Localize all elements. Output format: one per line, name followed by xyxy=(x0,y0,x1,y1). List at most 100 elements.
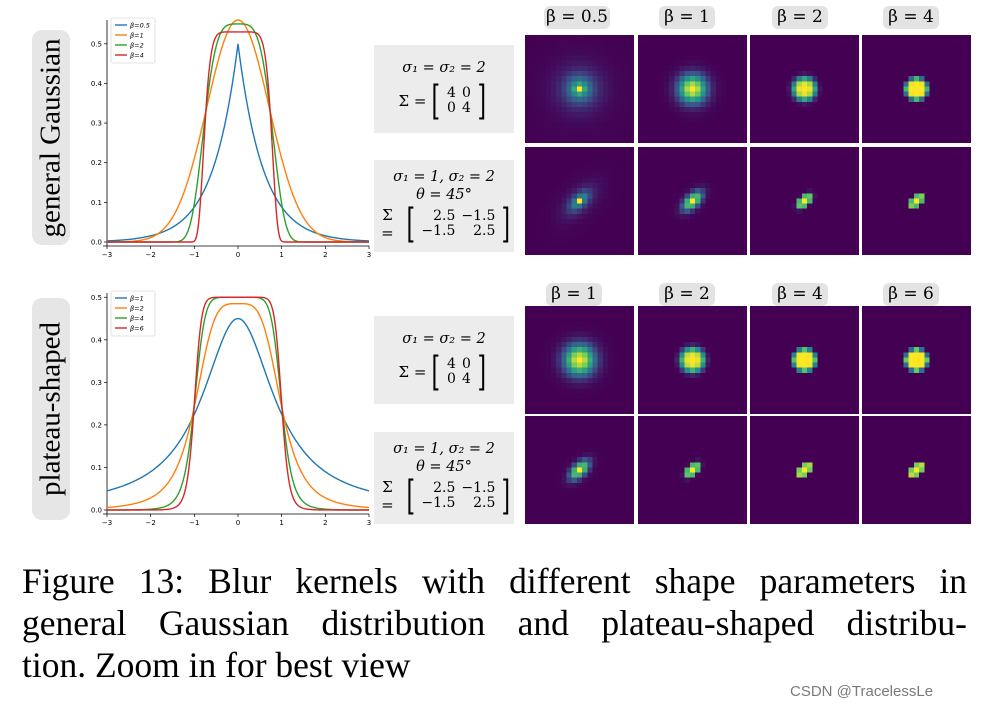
matrix-cell: 0 xyxy=(447,100,456,116)
y-tick-label: 0.1 xyxy=(91,199,102,207)
legend-label: β=2 xyxy=(130,305,144,313)
beta-tab: β = 1 xyxy=(546,283,602,306)
kernel-image xyxy=(862,147,971,255)
legend-label: β=0.5 xyxy=(130,22,150,30)
matrix-cell: 0 xyxy=(447,371,456,387)
x-tick-label: 3 xyxy=(367,519,371,527)
y-tick-label: 0.1 xyxy=(91,464,102,472)
y-tick-label: 0.5 xyxy=(91,294,102,302)
row-label-text: general Gaussian xyxy=(34,38,67,237)
matrix-cell: −1.5 xyxy=(421,223,456,239)
kernel-image xyxy=(525,147,634,255)
row-label-text: plateau-shaped xyxy=(34,322,67,496)
matrix-table: 2.5 −1.5 −1.5 2.5 xyxy=(418,481,498,511)
sigma-text: σ₁ = σ₂ = 2 xyxy=(402,331,486,347)
kernel-image xyxy=(638,416,747,524)
figure-caption: Figure 13: Blur kernels with different s… xyxy=(22,560,967,686)
series-line xyxy=(106,43,370,242)
x-tick-label: −3 xyxy=(102,519,112,527)
caption-line: general Gaussian distribution and platea… xyxy=(22,603,967,643)
series-line xyxy=(106,19,370,243)
beta-tab: β = 2 xyxy=(772,6,828,29)
kernel-image xyxy=(750,35,859,143)
legend-label: β=4 xyxy=(130,52,144,60)
row-label-general-gaussian: general Gaussian xyxy=(32,30,70,245)
chart-general-gaussian: −3 −2 −1 0 1 2 30.00.10.20.30.40.5β=0.5β=1β=2β… xyxy=(91,17,371,259)
watermark: CSDN @TracelessLe xyxy=(790,683,934,700)
beta-tab: β = 4 xyxy=(883,6,939,29)
y-tick-label: 0.0 xyxy=(91,239,102,247)
series-line xyxy=(107,296,369,511)
kernel-image xyxy=(750,306,859,414)
matrix-cell: 2.5 xyxy=(433,208,456,224)
kernel-image xyxy=(525,306,634,414)
legend: β=0.5 β=1 β=2 β=4 xyxy=(110,17,156,64)
theta-text: θ = 45° xyxy=(416,459,472,475)
kernel-image xyxy=(750,147,859,255)
aniso-params-plateau: σ₁ = 1, σ₂ = 2 θ = 45° Σ = [ 2.5 −1.5 −1.… xyxy=(374,432,514,524)
x-tick-label: 1 xyxy=(279,519,283,527)
legend: β=1 β=2 β=4 β=6 xyxy=(110,290,156,337)
kernel-image xyxy=(862,306,971,414)
legend-label: β=2 xyxy=(130,42,144,50)
sigma-label: Σ = xyxy=(398,92,427,110)
matrix-cell: 2.5 xyxy=(473,495,496,511)
caption-line: Figure 13: Blur kernels with different s… xyxy=(22,561,967,601)
covariance-matrix: Σ = [ 2.5 −1.5 −1.5 2.5 ] xyxy=(374,476,514,516)
beta-tab: β = 4 xyxy=(772,283,828,306)
kernel-image xyxy=(638,147,747,255)
y-tick-label: 0.2 xyxy=(91,421,102,429)
legend-label: β=4 xyxy=(130,315,144,323)
x-tick-label: 0 xyxy=(236,251,240,259)
kernel-image xyxy=(862,416,971,524)
legend-box xyxy=(110,290,156,337)
chart-plateau-shaped: −3 −2 −1 0 1 2 3 0.0 0.1 0.2 0.3 0.4 0.5 β=1 β=2 β=4 β=6 xyxy=(91,290,371,527)
sigma-text: σ₁ = σ₂ = 2 xyxy=(402,60,486,76)
y-tick-label: 0.4 xyxy=(91,80,103,88)
series-line xyxy=(106,317,370,492)
legend-label: β=1 xyxy=(130,295,144,303)
bracket-right: ] xyxy=(477,78,486,124)
y-tick-label: 0.3 xyxy=(91,379,102,387)
beta-tab: β = 1 xyxy=(659,6,715,29)
x-tick-label: 0 xyxy=(236,519,240,527)
beta-tab: β = 0.5 xyxy=(544,6,610,29)
bracket-left: [ xyxy=(406,473,415,519)
x-tick-label: 2 xyxy=(323,251,327,259)
kernel-image xyxy=(638,306,747,414)
y-tick-label: 0.5 xyxy=(91,40,102,48)
y-tick-label: 0.3 xyxy=(91,120,102,128)
aniso-params-general: σ₁ = 1, σ₂ = 2 θ = 45° Σ = [ 2.5 −1.5 −1.… xyxy=(374,160,514,252)
bracket-left: [ xyxy=(431,78,441,124)
legend-box xyxy=(110,17,156,64)
x-tick-label: 3 xyxy=(367,251,371,259)
matrix-cell: 4 xyxy=(447,85,456,101)
matrix-cell: −1.5 xyxy=(461,208,496,224)
bracket-left: [ xyxy=(406,201,415,247)
kernel-image xyxy=(525,416,634,524)
kernel-image xyxy=(750,416,859,524)
matrix-cell: 4 xyxy=(461,371,471,387)
x-tick-label: −1 xyxy=(189,251,199,259)
series-line xyxy=(106,302,370,509)
matrix-cell: −1.5 xyxy=(461,480,496,496)
x-tick-label: −2 xyxy=(146,519,156,527)
sigma-text: σ₁ = 1, σ₂ = 2 xyxy=(393,441,495,457)
matrix-cell: 0 xyxy=(461,356,471,372)
bracket-left: [ xyxy=(431,349,441,395)
x-tick-label: −2 xyxy=(146,251,156,259)
legend-label: β=1 xyxy=(130,32,144,40)
matrix-cell: 4 xyxy=(447,356,456,372)
kernel-image xyxy=(525,35,634,143)
sigma-label: Σ = xyxy=(381,478,394,514)
caption-line: tion. Zoom in for best view xyxy=(22,645,411,685)
y-tick-label: 0.4 xyxy=(91,336,103,344)
sigma-label: Σ = xyxy=(398,363,427,381)
kernel-image xyxy=(638,35,747,143)
series-line xyxy=(107,31,369,243)
bracket-right: ] xyxy=(501,473,511,519)
